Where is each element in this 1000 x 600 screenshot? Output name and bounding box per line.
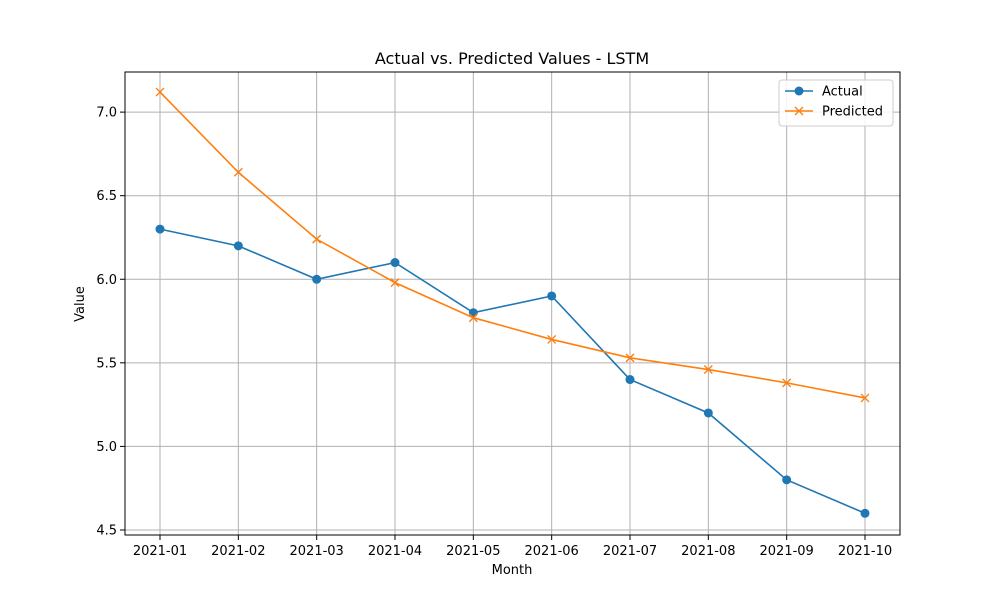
grid — [125, 72, 900, 535]
x-tick-label: 2021-07 — [603, 544, 657, 559]
predicted-point — [390, 278, 400, 288]
actual-point — [233, 241, 243, 251]
legend: Actual Predicted — [778, 79, 894, 127]
actual-point — [860, 508, 870, 518]
actual-point — [312, 274, 322, 284]
predicted-line — [159, 91, 866, 399]
y-tick-label: 5.5 — [96, 356, 117, 371]
y-tick-label: 6.5 — [96, 189, 117, 204]
predicted-point — [782, 378, 792, 388]
actual-point — [625, 375, 635, 385]
plot-frame — [124, 71, 901, 536]
x-axis-label: Month — [492, 563, 533, 578]
actual-point — [547, 291, 557, 301]
actual-point — [390, 258, 400, 268]
x-tick-label: 2021-01 — [133, 544, 187, 559]
legend-predicted-marker — [794, 106, 804, 116]
y-axis: 4.5 5.0 5.5 6.0 6.5 7.0 — [96, 106, 125, 538]
x-tick-label: 2021-08 — [681, 544, 735, 559]
x-tick-label: 2021-03 — [290, 544, 344, 559]
legend-actual-label: Actual — [822, 85, 863, 100]
x-axis: 2021-01 2021-02 2021-03 2021-04 2021-05 2021-… — [133, 535, 892, 559]
x-tick-label: 2021-10 — [838, 544, 892, 559]
predicted-point — [155, 87, 165, 97]
actual-point — [703, 408, 713, 418]
legend-predicted-label: Predicted — [822, 105, 883, 120]
actual-point — [155, 224, 165, 234]
x-tick-label: 2021-06 — [525, 544, 579, 559]
predicted-point — [860, 393, 870, 403]
x-tick-label: 2021-04 — [368, 544, 422, 559]
predicted-point — [547, 334, 557, 344]
actual-line — [159, 228, 866, 515]
x-tick-label: 2021-02 — [211, 544, 265, 559]
x-tick-label: 2021-05 — [446, 544, 500, 559]
y-tick-label: 5.0 — [96, 440, 117, 455]
predicted-point — [625, 353, 635, 363]
chart-title: Actual vs. Predicted Values - LSTM — [375, 49, 649, 68]
predicted-point — [233, 167, 243, 177]
predicted-point — [703, 365, 713, 375]
legend-actual-marker — [794, 86, 804, 96]
y-tick-label: 7.0 — [96, 106, 117, 121]
y-tick-label: 6.0 — [96, 273, 117, 288]
series-layer — [155, 87, 870, 518]
actual-point — [782, 475, 792, 485]
predicted-point — [468, 313, 478, 323]
x-tick-label: 2021-09 — [760, 544, 814, 559]
y-axis-label: Value — [73, 286, 88, 322]
y-tick-label: 4.5 — [96, 523, 117, 538]
predicted-point — [312, 234, 322, 244]
